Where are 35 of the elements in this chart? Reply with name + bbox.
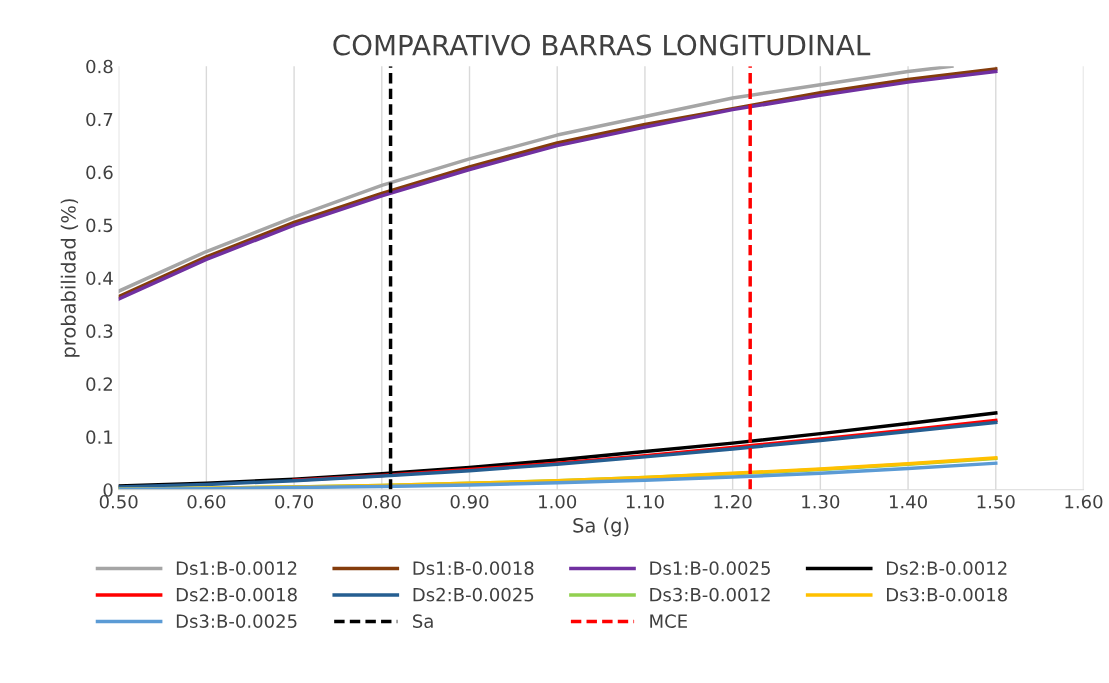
x-tick-label: 0.80 — [362, 494, 401, 509]
y-tick-label: 0.5 — [86, 218, 113, 233]
legend-label: MCE — [650, 614, 687, 628]
legend-label: Sa — [413, 614, 433, 628]
chart-title: COMPARATIVO BARRAS LONGITUDINAL — [333, 34, 871, 56]
y-tick-label: 0.4 — [86, 271, 113, 286]
x-tick-label: 0.90 — [450, 494, 489, 509]
legend-label: Ds3:B-0.0012 — [650, 587, 770, 602]
legend-label: Ds1:B-0.0018 — [413, 561, 534, 575]
x-tick-label: 1.00 — [539, 494, 577, 509]
x-tick-label: 0.50 — [99, 494, 138, 509]
x-tick-label: 1.60 — [1065, 494, 1103, 509]
legend-label: Ds1:B-0.0025 — [650, 561, 770, 575]
x-tick-label: 1.40 — [889, 494, 927, 509]
y-tick-label: 0.2 — [86, 377, 112, 391]
x-axis-title: Sa (g) — [573, 517, 629, 537]
x-tick-label: 0.70 — [275, 494, 313, 509]
x-tick-label: 0.60 — [187, 494, 226, 509]
y-tick-label: 0.8 — [86, 59, 113, 74]
legend-label: Ds2:B-0.0018 — [176, 587, 297, 602]
x-tick-label: 1.50 — [977, 494, 1015, 509]
y-tick-label: 0 — [103, 483, 113, 497]
legend-label: Ds2:B-0.0025 — [413, 587, 534, 602]
x-tick-label: 1.30 — [802, 494, 840, 509]
y-tick-label: 0.1 — [86, 430, 113, 444]
legend-label: Ds2:B-0.0012 — [887, 561, 1007, 575]
legend-label: Ds3:B-0.0018 — [887, 587, 1007, 602]
y-tick-label: 0.7 — [86, 112, 113, 127]
y-tick-label: 0.3 — [86, 324, 113, 339]
legend-label: Ds3:B-0.0025 — [176, 614, 297, 628]
y-axis-title: probabilidad (%) — [60, 199, 80, 357]
y-tick-label: 0.6 — [86, 165, 113, 180]
legend-label: Ds1:B-0.0012 — [176, 561, 297, 575]
x-tick-label: 1.20 — [714, 494, 752, 509]
x-tick-label: 1.10 — [626, 494, 664, 509]
